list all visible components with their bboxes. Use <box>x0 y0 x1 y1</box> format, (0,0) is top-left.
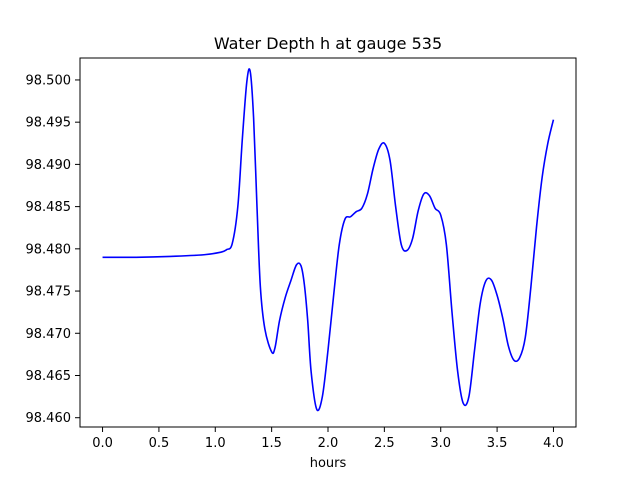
x-tick-label: 3.0 <box>430 436 451 451</box>
y-tick-label: 98.500 <box>26 73 72 88</box>
x-tick-label: 2.5 <box>374 436 395 451</box>
chart-title: Water Depth h at gauge 535 <box>214 34 442 53</box>
y-tick-label: 98.475 <box>26 285 72 300</box>
y-tick-label: 98.470 <box>26 327 72 342</box>
y-tick-label: 98.465 <box>26 369 72 384</box>
axes-frame <box>79 57 577 428</box>
x-tick-label: 1.0 <box>205 436 226 451</box>
y-tick-label: 98.495 <box>26 116 72 131</box>
x-tick-label: 4.0 <box>543 436 564 451</box>
x-axis-ticks: 0.0 0.5 1.0 1.5 2.0 2.5 3.0 3.5 4.0 <box>92 427 564 451</box>
y-tick-label: 98.490 <box>26 158 72 173</box>
series-line-0 <box>102 68 555 412</box>
y-tick-label: 98.480 <box>26 242 72 257</box>
plot-area <box>102 68 555 412</box>
x-tick-label: 0.0 <box>92 436 113 451</box>
x-tick-label: 3.5 <box>487 436 508 451</box>
y-tick-label: 98.460 <box>26 411 72 426</box>
x-tick-label: 1.5 <box>261 436 282 451</box>
x-axis-label: hours <box>310 456 347 471</box>
y-tick-label: 98.485 <box>26 200 72 215</box>
y-axis-ticks: 98.460 98.465 98.470 98.475 98.480 98.485 98.4… <box>26 73 80 426</box>
x-tick-label: 2.0 <box>318 436 339 451</box>
x-tick-label: 0.5 <box>149 436 170 451</box>
